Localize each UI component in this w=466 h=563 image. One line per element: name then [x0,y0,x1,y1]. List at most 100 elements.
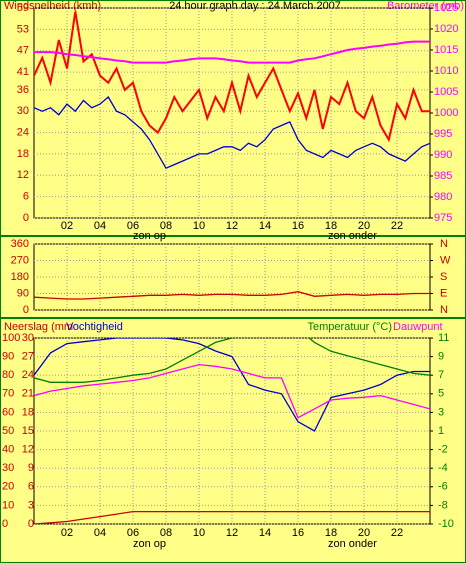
y-tick-label: 36 [17,84,29,96]
y-tick-label: 30 [17,105,29,117]
y2-tick-label: 1000 [434,107,458,119]
y2-tick-label: 1015 [434,44,458,56]
y2-tick-label: 985 [434,170,452,182]
x-tick-label: 22 [391,527,403,539]
y-tick-label: 70 [2,388,14,400]
y-tick-label: 60 [2,406,14,418]
y2-tick-label: N [440,238,448,250]
series-line [34,338,430,383]
series-line [34,510,430,524]
y2-tick-label: W [440,254,451,266]
y-tick-label: 50 [2,425,14,437]
y-tick-label: 59 [17,2,29,14]
x-tick-label: 20 [358,220,370,232]
y2-tick-label: -6 [438,481,448,493]
y-tick-label: 3 [28,499,34,511]
x-tick-label: 12 [226,527,238,539]
y-tick-label: 30 [2,462,14,474]
y2-tick-label: 980 [434,191,452,203]
chart-title: 24 hour graph day : 24 March 2007 [169,0,341,12]
x-tick-label: 20 [358,527,370,539]
series-line [34,40,430,64]
x-tick-label: 14 [259,220,271,232]
series-line [34,363,430,419]
y-tick-label: 9 [28,462,34,474]
x-tick-label: 18 [325,527,337,539]
x-tick-label: 06 [127,527,139,539]
y-tick-label: 20 [2,481,14,493]
y2-tick-label: 1 [438,425,444,437]
y-tick-label: 80 [2,369,14,381]
y-tick-label: 41 [17,66,29,78]
legend-label: Neerslag (mm [4,321,73,333]
x-tick-label: 08 [160,527,172,539]
y-tick-label: 6 [23,191,29,203]
x-tick-label: 22 [391,220,403,232]
series-line [34,95,430,170]
y-tick-label: 0 [28,518,34,530]
y2-tick-label: 1005 [434,86,458,98]
y-tick-label: 90 [17,287,29,299]
y2-tick-label: 11 [438,332,449,344]
y-tick-label: 12 [22,444,34,456]
y2-tick-label: 9 [438,351,444,363]
legend-label: Vochtigheid [66,321,123,333]
y2-axis-title: Barometer (mb) [387,0,464,12]
y2-tick-label: -8 [438,499,448,511]
y-tick-label: 24 [17,126,29,138]
annotation: zon op [133,538,166,550]
y-tick-label: 30 [22,332,34,344]
y-tick-label: 10 [2,499,14,511]
annotation: zon op [133,230,166,242]
y-tick-label: 0 [23,212,29,224]
y2-tick-label: E [440,287,447,299]
y-tick-label: 24 [22,369,34,381]
y-tick-label: 40 [2,444,14,456]
y-tick-label: 47 [17,45,29,57]
x-tick-label: 10 [193,527,205,539]
legend-label: Temperatuur (°C) [308,321,392,333]
y2-tick-label: 990 [434,149,452,161]
y-tick-label: 0 [23,304,29,316]
x-tick-label: 02 [61,527,73,539]
y-tick-label: 180 [11,271,29,283]
legend-label: Dauwpunt [393,321,443,333]
series-line [34,338,430,432]
y2-tick-label: 975 [434,212,452,224]
y2-tick-label: 5 [438,388,444,400]
y2-tick-label: 7 [438,369,444,381]
x-tick-label: 18 [325,220,337,232]
y-axis-title: Windsnelheid (kmh) [4,0,101,12]
y2-tick-label: -2 [438,444,448,456]
x-tick-label: 04 [94,220,106,232]
y-tick-label: 15 [22,425,34,437]
y2-tick-label: 3 [438,406,444,418]
x-tick-label: 08 [160,220,172,232]
y-tick-label: 12 [17,169,29,181]
y2-tick-label: -10 [438,518,454,530]
y-tick-label: 0 [2,518,8,530]
annotation: zon onder [328,230,377,242]
y-tick-label: 360 [11,238,29,250]
y-tick-label: 27 [22,351,34,363]
y2-tick-label: 1025 [434,2,458,14]
y2-tick-label: 1020 [434,23,458,35]
annotation: zon onder [328,538,377,550]
series-line [34,291,430,300]
y2-tick-label: 995 [434,128,452,140]
x-tick-label: 12 [226,220,238,232]
y2-tick-label: 1010 [434,65,458,77]
y2-tick-label: S [440,271,447,283]
x-tick-label: 06 [127,220,139,232]
x-tick-label: 14 [259,527,271,539]
x-tick-label: 02 [61,220,73,232]
y-tick-label: 18 [22,406,34,418]
y-tick-label: 21 [22,388,34,400]
y2-tick-label: -4 [438,462,448,474]
y2-tick-label: N [440,304,448,316]
series-line [34,11,430,143]
y-tick-label: 53 [17,23,29,35]
x-tick-label: 10 [193,220,205,232]
